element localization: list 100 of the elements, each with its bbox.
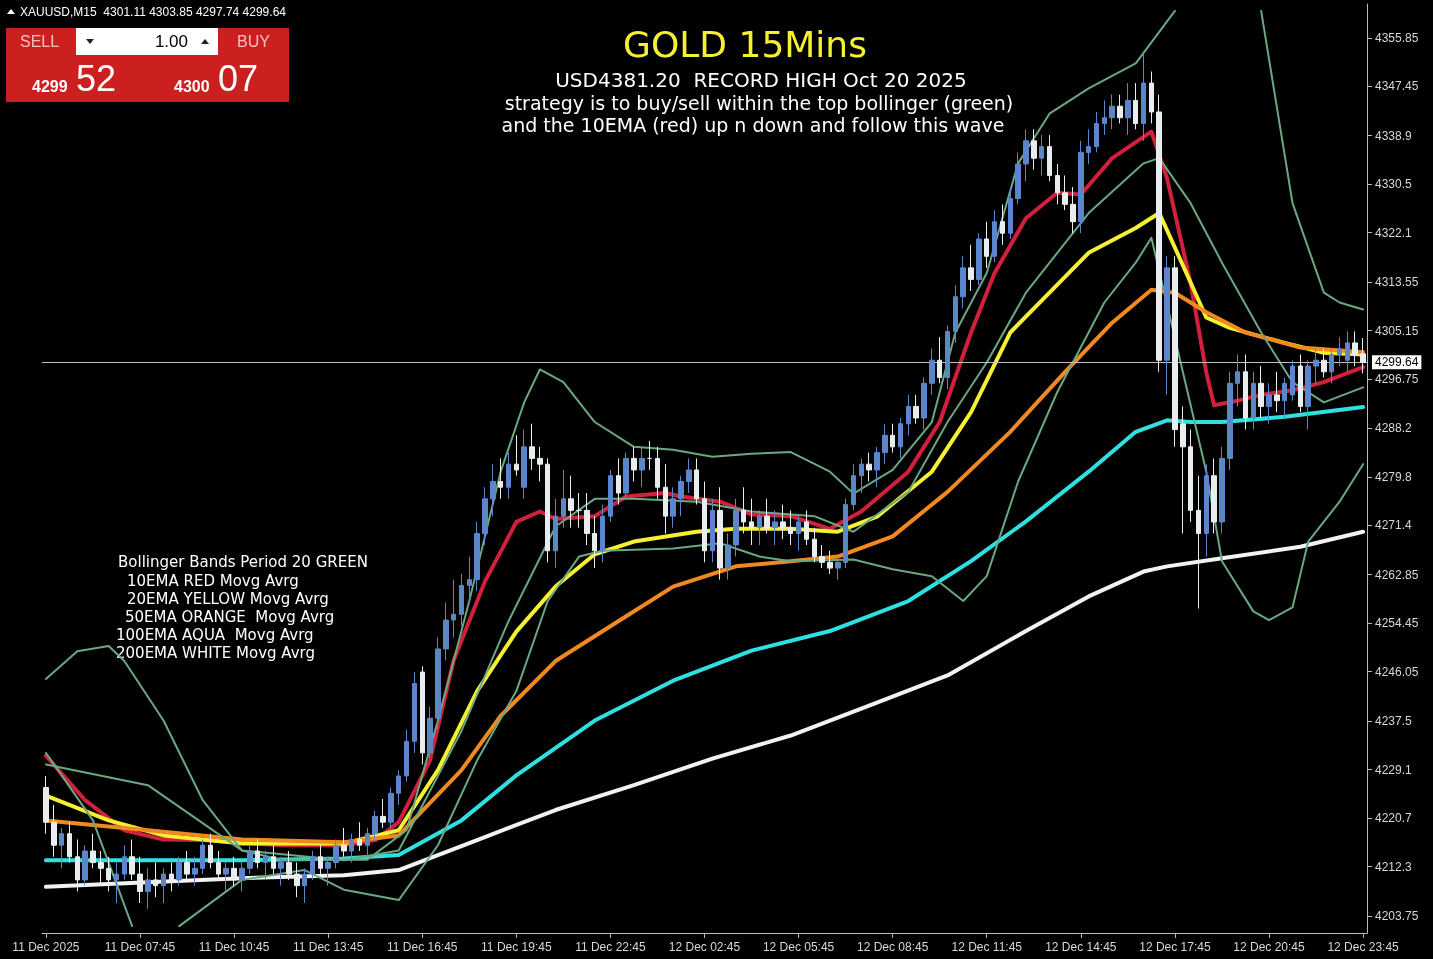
candlestick [1149,71,1154,125]
candlestick [176,856,182,887]
candlestick [372,810,378,840]
candlestick [992,209,997,263]
candlestick [427,706,433,760]
candlestick [945,325,950,390]
candlestick [223,862,229,892]
x-tick-label: 11 Dec 10:45 [198,940,270,954]
candlestick [1055,163,1060,205]
candlestick [890,423,895,454]
candlestick [467,556,472,604]
candlestick [984,221,989,269]
y-tick-label: 4296.75 [1375,372,1419,387]
candlestick [741,486,746,534]
candlestick [1164,255,1170,396]
y-tick-label: 4262.85 [1375,567,1419,582]
candlestick [216,850,221,881]
candlestick [631,446,637,482]
candlestick [670,486,676,529]
candlestick [553,498,558,569]
x-tick-label: 12 Dec 02:45 [668,940,741,954]
candlestick [686,457,692,494]
y-tick-label: 4203.75 [1375,908,1419,923]
candlestick [1117,94,1123,125]
candlestick [757,509,762,546]
y-tick-label: 4305.15 [1375,323,1419,338]
annotation: 200EMA WHITE Movg Avrg [116,644,315,662]
candlestick [184,850,190,881]
x-tick-label: 11 Dec 22:45 [575,940,646,954]
candlestick [1102,99,1107,136]
candlestick [960,255,966,309]
y-tick-label: 4229.1 [1375,762,1413,777]
candlestick [717,486,723,581]
y-tick-label: 4313.55 [1375,275,1419,290]
candlestick [380,798,386,829]
candlestick [1039,134,1044,176]
candlestick [788,509,793,546]
candlestick [1258,365,1264,419]
candlestick [1360,337,1366,374]
candlestick [694,457,699,506]
candlestick [1251,371,1256,431]
candlestick [325,856,331,887]
candlestick [929,348,935,396]
candlestick [1211,457,1217,534]
candlestick [906,394,911,436]
candlestick [710,498,715,563]
candlestick [1219,446,1225,534]
candlestick [161,867,166,904]
candlestick [835,556,841,581]
candlestick [474,521,480,592]
ref-line-label: 4299.64 [1375,355,1419,370]
candlestick [898,417,903,459]
y-tick-label: 4212.3 [1375,859,1413,874]
x-tick-label: 12 Dec 20:45 [1233,940,1306,954]
candlestick [584,492,590,546]
candlestick [913,394,919,425]
candlestick [412,671,417,754]
candlestick [1337,336,1342,367]
annotation: 1.00 [153,32,188,52]
candlestick [1313,348,1319,384]
candlestick [1109,94,1115,130]
candlestick [247,844,253,875]
candlestick [1078,140,1084,234]
candlestick [1298,353,1303,413]
candlestick [851,463,856,511]
candlestick [1321,348,1327,379]
x-tick-label: 11 Dec 13:45 [292,940,364,954]
annotation: XAUUSD,M15 4301.11 4303.85 4297.74 4299.64 [20,5,286,19]
candlestick [655,446,660,500]
candlestick [780,504,786,540]
candlestick [310,850,315,881]
x-tick-label: 12 Dec 11:45 [951,940,1023,954]
candlestick [859,457,864,494]
candlestick [725,532,731,581]
candlestick [459,573,464,627]
candlestick [1188,429,1193,523]
candlestick [271,844,276,875]
candlestick [537,446,543,482]
candlestick [812,527,817,563]
x-tick-label: 12 Dec 23:45 [1327,940,1400,954]
candlestick [200,838,205,875]
candlestick [59,827,64,869]
candlestick [1070,186,1076,234]
candlestick [796,515,801,552]
candlestick [1274,371,1280,413]
candlestick [278,856,284,887]
candlestick [482,486,488,546]
annotation: 20EMA YELLOW Movg Avrg [127,590,329,608]
candlestick [976,232,982,286]
candlestick [1156,94,1162,373]
candlestick [1047,134,1052,182]
candlestick [1329,348,1334,384]
x-tick-label: 12 Dec 17:45 [1139,940,1211,954]
candlestick [498,457,503,500]
candlestick [1125,82,1131,136]
annotation: and the 10EMA (red) up n down and follow this wave [501,114,1005,136]
candlestick [1352,330,1358,367]
candlestick [1023,128,1029,182]
candlestick [663,463,668,534]
annotation: 100EMA AQUA Movg Avrg [116,626,314,644]
